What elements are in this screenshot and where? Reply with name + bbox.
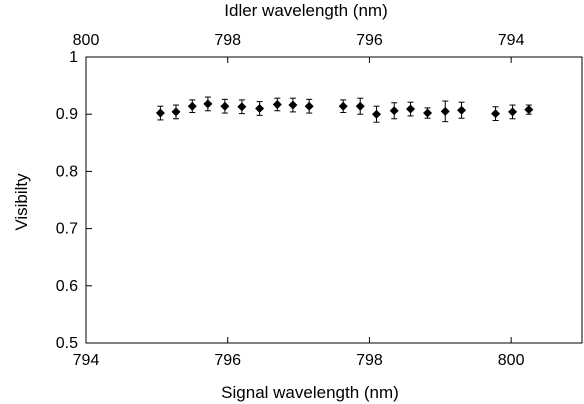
y-tick-label: 0.7 (56, 221, 78, 238)
data-point (355, 97, 365, 115)
diamond-marker (457, 105, 467, 115)
diamond-marker (423, 108, 433, 118)
diamond-marker (338, 101, 348, 111)
x-tick-label: 798 (356, 352, 383, 369)
data-point (389, 102, 399, 120)
y-axis-title: Visibilty (12, 173, 31, 231)
diamond-marker (155, 108, 165, 118)
diamond-marker (406, 104, 416, 114)
data-point (457, 101, 467, 119)
x-tick-label: 800 (498, 352, 525, 369)
diamond-marker (288, 100, 298, 110)
data-point (440, 100, 450, 123)
diamond-marker (440, 106, 450, 116)
plot-frame (85, 56, 583, 344)
data-point (372, 105, 382, 123)
data-point (524, 104, 534, 115)
data-point (406, 101, 416, 117)
y-tick-label: 0.8 (56, 163, 78, 180)
y-tick-label: 0.6 (56, 278, 78, 295)
y-tick-label: 0.5 (56, 335, 78, 352)
x-tick-label: 794 (73, 352, 100, 369)
diamond-marker (220, 101, 230, 111)
diamond-marker (255, 103, 265, 113)
data-point (220, 98, 230, 114)
data-point (237, 99, 247, 115)
data-point (187, 99, 197, 113)
diamond-marker (524, 105, 534, 115)
diamond-marker (237, 102, 247, 112)
diamond-marker (304, 101, 314, 111)
data-point (423, 107, 433, 119)
x2-tick-label: 798 (214, 32, 241, 49)
top-axis-title: Idler wavelength (nm) (224, 1, 387, 20)
diamond-marker (203, 99, 213, 109)
x-tick-label: 796 (214, 352, 241, 369)
diamond-marker (389, 106, 399, 116)
data-point (272, 97, 282, 112)
data-point (288, 97, 298, 113)
bottom-axis-title: Signal wavelength (nm) (221, 383, 399, 402)
diamond-marker (171, 107, 181, 117)
y-tick-label: 0.9 (56, 106, 78, 123)
y-tick-label: 1 (69, 49, 78, 66)
data-point (491, 106, 501, 121)
data-point (255, 101, 265, 116)
data-point (338, 99, 348, 113)
diamond-marker (508, 107, 518, 117)
diamond-marker (355, 101, 365, 111)
diamond-marker (491, 109, 501, 119)
diamond-marker (372, 109, 382, 119)
x2-tick-label: 800 (73, 32, 100, 49)
data-point (508, 104, 518, 120)
data-point (155, 105, 165, 121)
data-point (304, 98, 314, 114)
x2-tick-label: 796 (356, 32, 383, 49)
data-point (203, 96, 213, 112)
diamond-marker (272, 99, 282, 109)
x2-tick-label: 794 (498, 32, 525, 49)
diamond-marker (187, 101, 197, 111)
data-point (171, 104, 181, 120)
